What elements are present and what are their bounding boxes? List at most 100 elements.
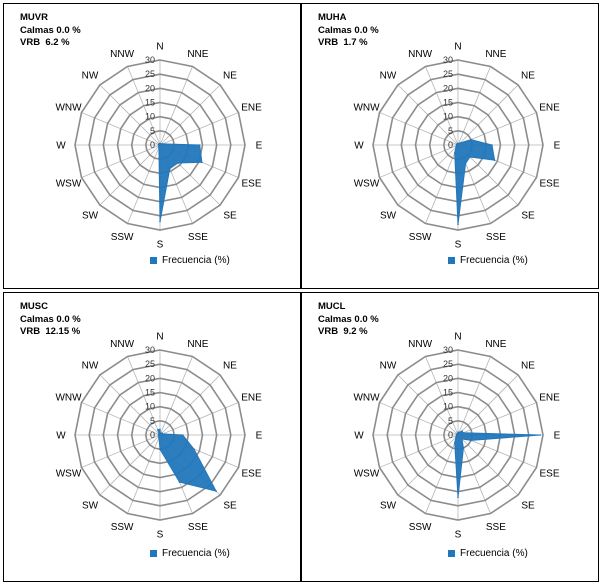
direction-label-ne: NE: [223, 71, 237, 82]
grid-ring: [116, 391, 204, 479]
radial-tick-label: 5: [448, 416, 453, 426]
legend-label: Frecuencia (%): [162, 548, 230, 559]
grid-ring: [386, 363, 530, 507]
direction-label-e: E: [256, 431, 263, 442]
radial-tick-label: 0: [448, 430, 453, 440]
direction-label-e: E: [256, 141, 263, 152]
legend-label: Frecuencia (%): [460, 548, 528, 559]
direction-label-e: E: [554, 431, 561, 442]
vrb-label: VRB 12.15 %: [20, 326, 81, 337]
radial-tick-label: 10: [145, 402, 155, 412]
data-point-sse: [178, 481, 181, 483]
radial-tick-label: 25: [145, 69, 155, 79]
direction-label-nw: NW: [380, 71, 397, 82]
direction-label-ene: ENE: [241, 393, 262, 404]
direction-label-ene: ENE: [241, 103, 262, 114]
legend-swatch: [448, 550, 455, 557]
direction-label-ne: NE: [223, 361, 237, 372]
direction-label-nne: NNE: [485, 49, 506, 60]
radial-tick-label: 5: [150, 126, 155, 136]
legend: Frecuencia (%): [448, 548, 528, 559]
calmas-label: Calmas 0.0 %: [318, 24, 379, 36]
data-point-ssw: [453, 152, 456, 154]
direction-label-nnw: NNW: [110, 339, 134, 350]
direction-label-se: SE: [223, 501, 237, 512]
radial-tick-label: 10: [443, 402, 453, 412]
calmas-label: Calmas 0.0 %: [20, 24, 81, 36]
data-point-ne: [461, 430, 463, 432]
direction-label-wsw: WSW: [56, 178, 82, 189]
data-point-ene: [470, 138, 472, 141]
radial-tick-label: 20: [443, 83, 453, 93]
direction-label-ssw: SSW: [409, 232, 432, 243]
data-point-s: [159, 448, 161, 450]
data-point-se: [469, 156, 471, 158]
calmas-label: Calmas 0.0 %: [318, 313, 379, 325]
direction-label-nw: NW: [82, 71, 99, 82]
data-point-nnw: [158, 142, 161, 145]
data-point-s: [457, 223, 459, 226]
radial-tick-label: 25: [443, 359, 453, 369]
series-area: [454, 139, 496, 225]
radial-tick-label: 10: [443, 112, 453, 122]
data-point-ese: [193, 448, 195, 450]
data-point-sw: [455, 146, 457, 148]
data-point-sw: [455, 436, 457, 438]
direction-label-e: E: [554, 141, 561, 152]
station-name: MUCL: [318, 301, 346, 312]
data-point-e: [491, 144, 493, 146]
grid-ring: [74, 59, 246, 231]
data-point-ssw: [158, 146, 160, 149]
legend: Frecuencia (%): [150, 548, 230, 559]
direction-label-wnw: WNW: [353, 103, 380, 114]
direction-label-wsw: WSW: [354, 468, 380, 479]
radial-tick-label: 20: [145, 373, 155, 383]
grid-ring: [74, 349, 246, 521]
direction-label-s: S: [455, 530, 462, 541]
data-point-e: [198, 144, 201, 146]
direction-label-nnw: NNW: [408, 339, 432, 350]
direction-label-nne: NNE: [485, 339, 506, 350]
direction-label-w: W: [354, 141, 364, 152]
direction-label-sse: SSE: [188, 232, 208, 243]
data-point-sse: [464, 162, 467, 165]
station-info: MUHA Calmas 0.0 % VRB 1.7 %: [318, 12, 379, 50]
radial-tick-label: 5: [150, 416, 155, 426]
direction-label-wnw: WNW: [55, 393, 82, 404]
wind-rose-chart: 0 5 10 15 20 25 30N NNE NE ENE E ESE SE SSE S SSW SW WSW W…: [353, 42, 561, 251]
wind-rose-panel-muha: MUHA Calmas 0.0 % VRB 1.7 % 0 5 10 15 20 25 30…: [301, 3, 599, 289]
radial-tick-label: 0: [150, 430, 155, 440]
data-point-nnw: [157, 429, 159, 431]
data-point-nw: [158, 433, 160, 435]
wind-rose-chart: 0 5 10 15 20 25 30N NNE NE ENE E ESE SE SSE S SSW SW WSW W…: [353, 332, 561, 541]
radial-tick-label: 15: [145, 98, 155, 108]
wind-rose-panel-musc: MUSC Calmas 0.0 % VRB 12.15 % 0 5 10 15 20 25…: [3, 292, 301, 582]
direction-label-w: W: [56, 141, 66, 152]
data-point-ne: [160, 143, 162, 145]
wind-rose-panel-muvr: MUVR Calmas 0.0 % VRB 6.2 % 0 5 10 15 20 25 30…: [3, 3, 301, 289]
direction-label-sse: SSE: [486, 522, 506, 533]
direction-label-wsw: WSW: [56, 468, 82, 479]
vrb-label: VRB 9.2 %: [318, 326, 368, 337]
direction-label-se: SE: [521, 211, 535, 222]
data-point-se: [177, 162, 179, 164]
data-point-n: [159, 428, 161, 431]
legend: Frecuencia (%): [448, 255, 528, 266]
data-point-se: [461, 438, 463, 440]
legend-swatch: [150, 257, 157, 264]
direction-label-nne: NNE: [187, 339, 208, 350]
calmas-label: Calmas 0.0 %: [20, 313, 81, 325]
station-name: MUVR: [20, 12, 48, 23]
station-info: MUSC Calmas 0.0 % VRB 12.15 %: [20, 301, 81, 339]
direction-label-s: S: [157, 530, 164, 541]
data-point-ssw: [158, 436, 160, 439]
radial-tick-label: 30: [443, 55, 453, 65]
wind-rose-chart: 0 5 10 15 20 25 30N NNE NE ENE E ESE SE SSE S SSW SW WSW W…: [55, 332, 263, 541]
legend-swatch: [150, 550, 157, 557]
direction-label-n: N: [156, 42, 163, 53]
legend-swatch: [448, 257, 455, 264]
direction-label-nw: NW: [82, 361, 99, 372]
station-name: MUSC: [20, 301, 48, 312]
grid-ring: [102, 377, 218, 493]
radial-tick-label: 10: [145, 112, 155, 122]
